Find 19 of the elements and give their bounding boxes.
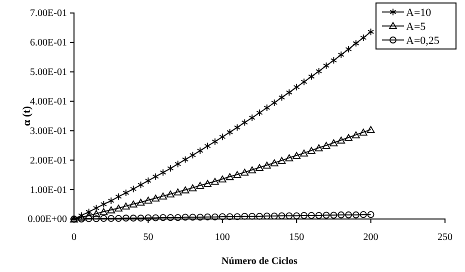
legend-label: A=10 — [406, 7, 432, 19]
x-tick-label: 50 — [143, 232, 154, 243]
x-tick-label: 0 — [72, 232, 76, 243]
x-tick-label: 200 — [363, 232, 378, 243]
legend-label: A=5 — [406, 21, 426, 33]
legend-label: A=0,25 — [406, 35, 440, 47]
y-tick-label: 7.00E-01 — [30, 8, 67, 20]
y-tick-label: 2.00E-01 — [30, 155, 67, 166]
x-axis-title: Número de Ciclos — [222, 256, 298, 267]
y-tick-label: 6.00E-01 — [30, 38, 67, 49]
y-tick-label: 4.00E-01 — [30, 96, 67, 108]
y-axis-title: α (t) — [21, 106, 33, 126]
x-tick-label: 100 — [214, 232, 230, 243]
x-tick-label: 250 — [438, 232, 452, 243]
y-tick-label: 3.00E-01 — [30, 126, 67, 137]
y-tick-label: 0.00E+00 — [28, 214, 67, 226]
x-tick-label: 150 — [289, 232, 304, 243]
y-tick-label: 1.00E-01 — [30, 184, 67, 196]
y-tick-label: 5.00E-01 — [30, 67, 67, 78]
